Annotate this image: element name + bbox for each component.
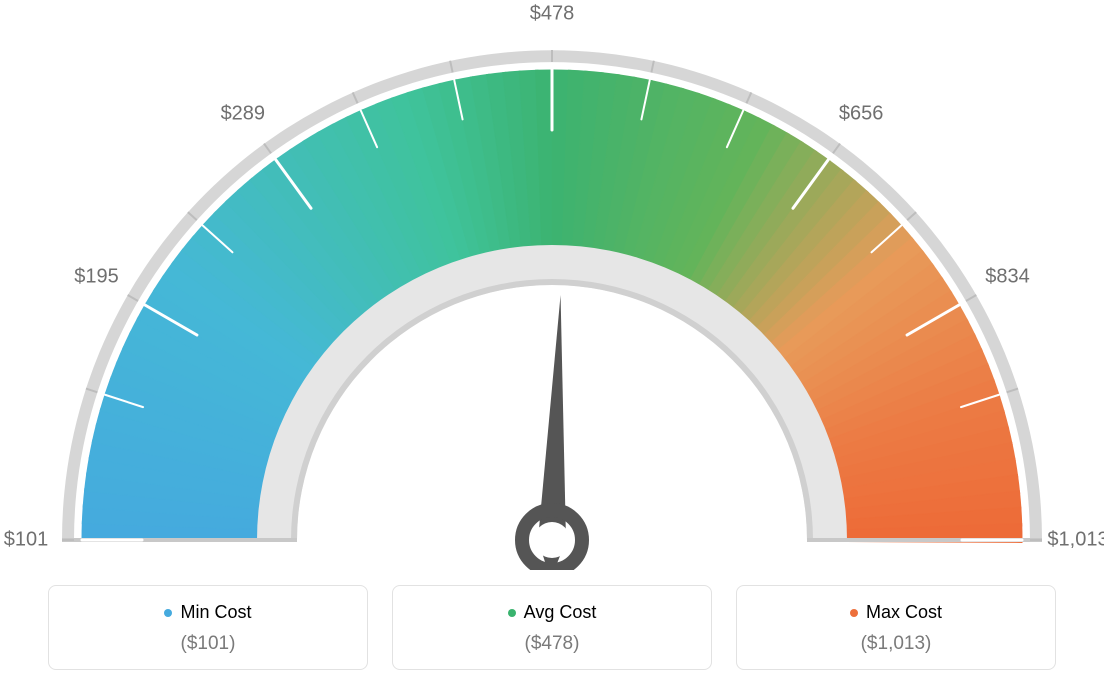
tick-label: $478 [530,3,575,26]
legend-text-min: Min Cost [180,602,251,623]
gauge-svg [0,0,1104,570]
tick-label: $656 [839,103,884,126]
tick-label: $289 [221,103,266,126]
legend-card-max: Max Cost ($1,013) [736,585,1056,670]
tick-label: $1,013 [1047,529,1104,552]
legend-card-min: Min Cost ($101) [48,585,368,670]
legend-label-min: Min Cost [164,602,251,623]
legend-label-avg: Avg Cost [508,602,597,623]
legend-value-avg: ($478) [403,633,701,655]
legend-dot-max [850,609,858,617]
legend-text-avg: Avg Cost [524,602,597,623]
legend-text-max: Max Cost [866,602,942,623]
legend-value-min: ($101) [59,633,357,655]
tick-label: $195 [74,266,119,289]
legend-dot-min [164,609,172,617]
legend-card-avg: Avg Cost ($478) [392,585,712,670]
legend-row: Min Cost ($101) Avg Cost ($478) Max Cost… [0,585,1104,670]
legend-value-max: ($1,013) [747,633,1045,655]
tick-label: $101 [4,529,49,552]
gauge-area: $101 $195 $289 $478 $656 $834 $1,013 [0,0,1104,570]
gauge-chart-container: $101 $195 $289 $478 $656 $834 $1,013 Min Cost … [0,0,1104,690]
legend-dot-avg [508,609,516,617]
tick-label: $834 [985,266,1030,289]
legend-label-max: Max Cost [850,602,942,623]
